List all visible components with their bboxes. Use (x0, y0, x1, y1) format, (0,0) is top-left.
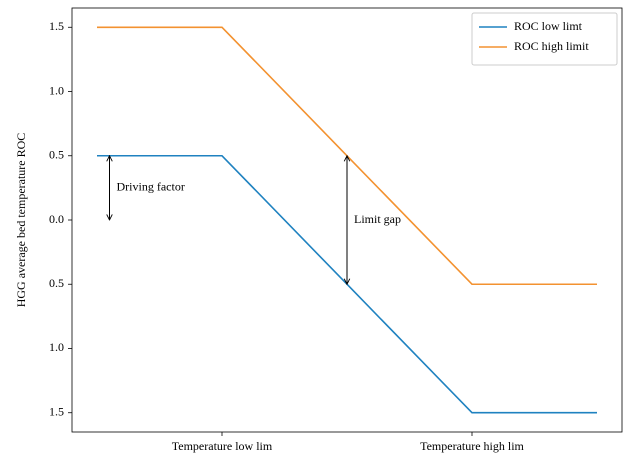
y-tick-label: 1.0 (49, 340, 64, 354)
y-tick-label: 1.5 (49, 404, 64, 418)
y-axis-label: HGG average bed temperature ROC (14, 133, 28, 308)
y-tick-label: 0.5 (49, 148, 64, 162)
legend-label: ROC low limt (514, 19, 583, 33)
annotation-label: Driving factor (117, 180, 185, 194)
legend-label: ROC high limit (514, 39, 589, 53)
y-tick-label: 0.5 (49, 276, 64, 290)
legend-box (471, 12, 618, 66)
y-tick-label: 0.0 (49, 212, 64, 226)
annotation-label: Limit gap (354, 212, 401, 226)
y-tick-label: 1.0 (49, 83, 64, 97)
x-tick-label: Temperature low lim (172, 439, 273, 453)
x-tick-label: Temperature high lim (420, 439, 524, 453)
y-tick-label: 1.5 (49, 19, 64, 33)
